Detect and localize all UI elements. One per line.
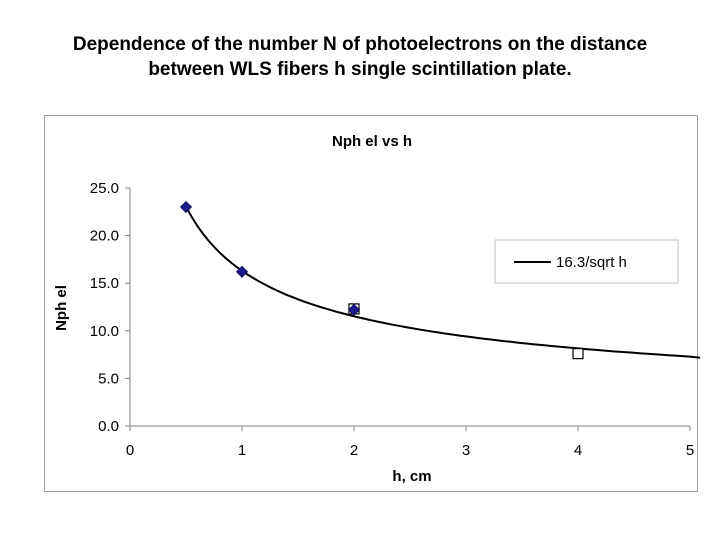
x-axis-title: h, cm — [392, 468, 431, 485]
chart-title: Nph el vs h — [332, 133, 412, 150]
slide-title-line-2: between WLS fibers h single scintillatio… — [148, 59, 572, 80]
data-points — [179, 200, 584, 360]
axis-ticks: 0.0 5.0 10.0 15.0 20.0 25.0 0 1 2 3 4 5 — [90, 180, 694, 459]
y-tick-label: 25.0 — [90, 180, 119, 197]
y-tick-label: 15.0 — [90, 275, 119, 292]
diamond-point — [179, 200, 193, 214]
legend: 16.3/sqrt h — [494, 239, 679, 284]
y-axis-title: Nph el — [53, 285, 70, 331]
diamond-point — [235, 265, 249, 278]
diamond-point — [347, 303, 361, 316]
open-square-point — [572, 348, 584, 360]
y-tick-label: 10.0 — [90, 323, 119, 340]
x-tick-label: 2 — [350, 442, 358, 459]
x-tick-label: 5 — [686, 442, 694, 459]
y-tick-label: 20.0 — [90, 228, 119, 245]
slide-title: Dependence of the number N of photoelect… — [0, 32, 720, 82]
x-tick-label: 1 — [238, 442, 246, 459]
chart-frame — [44, 115, 698, 492]
legend-label: 16.3/sqrt h — [556, 254, 627, 271]
x-tick-label: 3 — [462, 442, 470, 459]
y-tick-label: 0.0 — [98, 418, 119, 435]
fit-curve-layer — [185, 206, 701, 359]
y-tick-label: 5.0 — [98, 370, 119, 387]
fit-curve-line — [185, 206, 701, 359]
x-tick-label: 0 — [126, 442, 134, 459]
x-tick-label: 4 — [574, 442, 582, 459]
slide-title-line-1: Dependence of the number N of photoelect… — [72, 34, 648, 55]
